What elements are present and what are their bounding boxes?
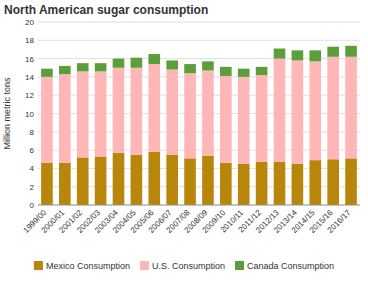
bar [220,67,232,76]
bar [202,156,214,205]
bar [292,50,304,60]
bar [59,74,71,163]
bar [148,64,160,152]
bar [292,60,304,163]
bar [59,163,71,205]
bar [327,159,339,205]
bar [131,58,143,68]
y-tick-label: 16 [25,55,34,64]
legend-swatch [235,261,244,270]
legend-label: Mexico Consumption [46,261,130,271]
bar [238,164,250,205]
bar [148,54,160,64]
bar [274,59,286,162]
chart-container: North American sugar consumption Million … [0,0,368,281]
bar [184,158,196,205]
bar [113,59,125,68]
bar [95,63,107,71]
bar [345,46,357,57]
bar [256,162,268,205]
bar [77,157,89,205]
bar [309,61,321,160]
y-tick-label: 18 [25,36,34,45]
bar [131,68,143,155]
y-tick-label: 2 [30,183,35,192]
bar [59,66,71,74]
bar [166,155,178,205]
legend-swatch [34,261,43,270]
y-tick-label: 8 [30,128,35,137]
bar [202,61,214,70]
legend-swatch [140,261,149,270]
x-axis-line [38,205,360,206]
bar [292,164,304,205]
grid-line [38,22,360,23]
bar [166,60,178,69]
y-tick-label: 12 [25,91,34,100]
chart-svg: North American sugar consumption Million … [0,0,368,281]
bar [41,163,53,205]
y-tick-label: 20 [25,18,34,27]
legend-label: Canada Consumption [247,261,334,271]
bar [184,64,196,73]
bar [345,57,357,159]
bar [184,73,196,158]
grid-line [38,205,360,206]
bar [238,77,250,164]
bar [41,77,53,163]
y-tick-label: 14 [25,73,34,82]
bar [256,67,268,75]
grid-line [38,40,360,41]
bar [220,163,232,205]
bar [220,76,232,163]
y-axis-label: Million metric tons [2,77,12,150]
bar [166,70,178,155]
y-tick-label: 0 [30,201,35,210]
title: North American sugar consumption [4,3,208,17]
y-tick-label: 10 [25,110,34,119]
bar [131,155,143,205]
bar [327,47,339,57]
bar [345,158,357,205]
legend-label: U.S. Consumption [152,261,225,271]
legend: Mexico Consumption U.S. Consumption Canada… [34,261,334,271]
x-tick-label: 2016/17 [326,208,353,235]
bar [274,49,286,59]
bar [95,71,107,156]
bar [309,50,321,61]
bar [148,152,160,205]
bars [41,46,357,205]
bar [309,160,321,205]
bar [256,75,268,162]
bar [202,70,214,155]
bar [77,71,89,157]
bar [113,153,125,205]
bar [77,63,89,71]
y-tick-label: 4 [30,164,35,173]
bar [327,57,339,159]
bar [238,69,250,77]
bar [41,69,53,77]
bar [113,68,125,153]
bar [95,157,107,205]
y-tick-label: 6 [30,146,35,155]
bar [274,162,286,205]
